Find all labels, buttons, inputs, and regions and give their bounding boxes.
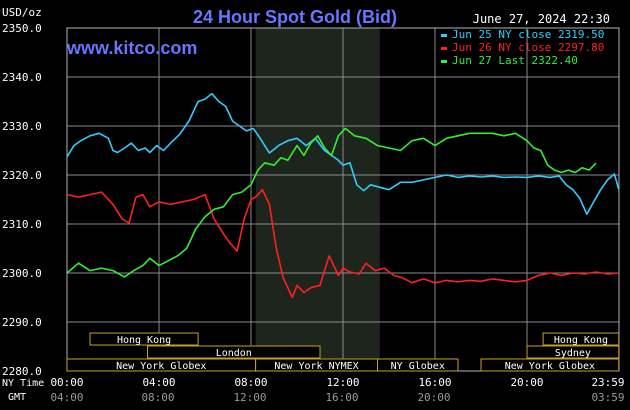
x-tick-label-ny: 16:00 — [418, 376, 451, 389]
y-tick-label: 2300.0 — [2, 267, 42, 280]
series-line-jun-25 — [66, 92, 620, 215]
session-box — [526, 345, 620, 359]
y-tick-label: 2320.0 — [2, 169, 42, 182]
session-label: New York Globex — [116, 361, 206, 372]
x-tick-label-ny: 00:00 — [50, 376, 83, 389]
legend-swatch — [441, 34, 447, 37]
y-tick-label: 2350.0 — [2, 22, 42, 35]
series-line-jun-26 — [66, 188, 619, 299]
y-tick-label: 2340.0 — [2, 71, 42, 84]
x-tick-label-gmt: 08:00 — [141, 391, 174, 404]
series-layer — [66, 92, 620, 299]
trading-sessions: Hong Kong Hong Kong London Sydney New York G… — [66, 332, 620, 372]
session-label: NY Globex — [391, 361, 445, 372]
x-tick-label-ny: 12:00 — [326, 376, 359, 389]
session-box — [542, 332, 620, 346]
y-unit-label: USD/oz — [2, 6, 42, 19]
session-box — [89, 332, 199, 346]
x-tick-label-gmt: 03:59 — [591, 391, 624, 404]
nymex-shaded-period — [255, 28, 380, 371]
legend-entry: Jun 25 NY close 2319.50 — [452, 28, 604, 41]
date-stamp: June 27, 2024 22:30 — [473, 12, 610, 26]
y-tick-label: 2310.0 — [2, 218, 42, 231]
legend-entry: Jun 27 Last 2322.40 — [452, 54, 578, 67]
x-axis: NY Time GMT 00:00 04:00 08:00 12:00 16:00 20:00… — [2, 376, 625, 404]
series-line-jun-27 — [66, 127, 597, 278]
session-box — [147, 345, 321, 359]
x-tick-label-gmt: 20:00 — [417, 391, 450, 404]
x-tick-label-ny: 08:00 — [234, 376, 267, 389]
gmt-row-label: GMT — [8, 392, 26, 403]
legend-swatch — [441, 47, 447, 50]
session-label: Sydney — [555, 348, 591, 359]
x-row-label: NY Time — [2, 378, 44, 389]
x-tick-label-gmt: 04:00 — [50, 391, 83, 404]
session-label: London — [216, 348, 252, 359]
legend-swatch — [441, 60, 447, 63]
y-axis: 2350.0 2340.0 2330.0 2320.0 2310.0 2300.0 2290… — [2, 22, 42, 378]
x-tick-label-gmt: 16:00 — [325, 391, 358, 404]
watermark: www.kitco.com — [66, 38, 197, 58]
session-box — [480, 358, 620, 372]
x-tick-label-ny: 20:00 — [510, 376, 543, 389]
y-tick-label: 2330.0 — [2, 120, 42, 133]
y-tick-label: 2280.0 — [2, 365, 42, 378]
legend-entry: Jun 26 NY close 2297.80 — [452, 41, 604, 54]
session-label: New York NYMEX — [274, 361, 358, 372]
x-tick-label-gmt: 12:00 — [233, 391, 266, 404]
chart-title: 24 Hour Spot Gold (Bid) — [193, 7, 397, 27]
session-label: New York Globex — [505, 361, 595, 372]
session-box — [377, 358, 459, 372]
x-tick-label-ny: 23:59 — [591, 376, 624, 389]
x-tick-label-ny: 04:00 — [142, 376, 175, 389]
session-label: Hong Kong — [117, 335, 171, 346]
y-tick-label: 2290.0 — [2, 316, 42, 329]
session-label: Hong Kong — [554, 335, 608, 346]
